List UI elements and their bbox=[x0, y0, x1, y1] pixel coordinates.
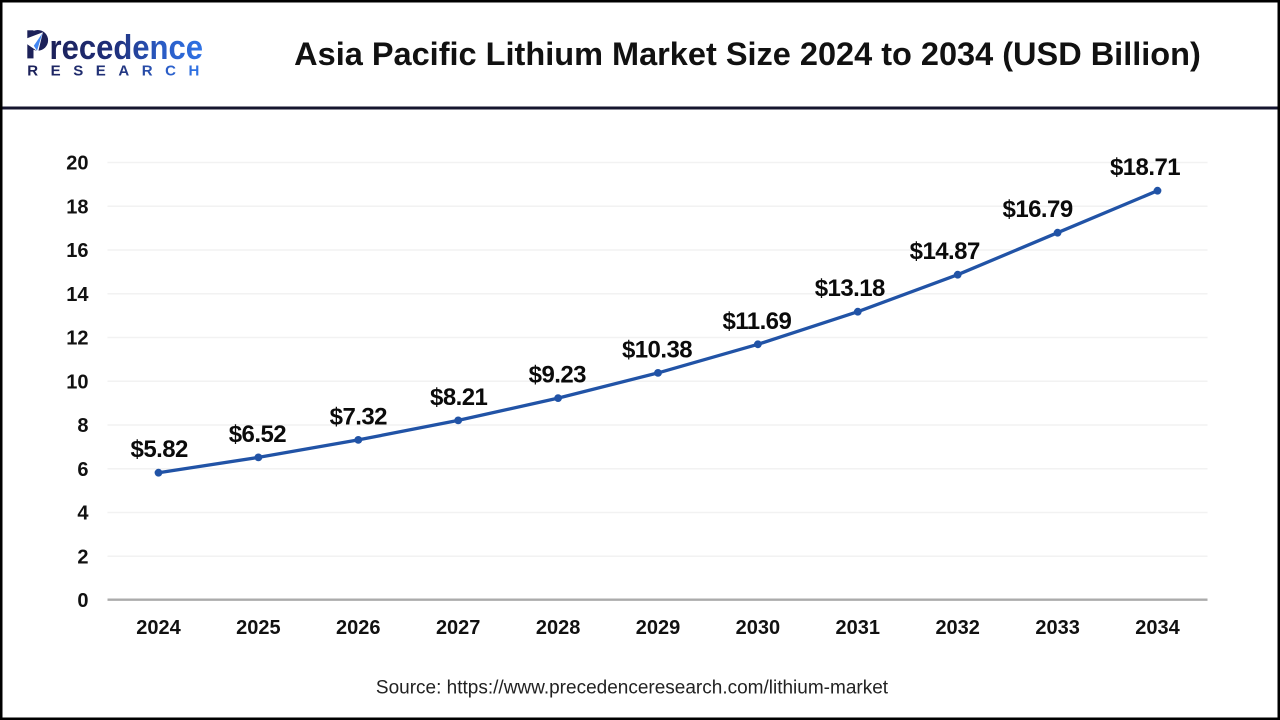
svg-text:$18.71: $18.71 bbox=[1110, 154, 1180, 181]
svg-text:18: 18 bbox=[66, 196, 88, 218]
svg-text:12: 12 bbox=[66, 328, 88, 350]
svg-text:$5.82: $5.82 bbox=[131, 436, 189, 463]
svg-text:0: 0 bbox=[77, 590, 88, 612]
svg-text:$7.32: $7.32 bbox=[330, 403, 388, 430]
svg-text:2: 2 bbox=[77, 546, 88, 568]
svg-text:$9.23: $9.23 bbox=[529, 362, 587, 389]
svg-text:2029: 2029 bbox=[636, 617, 681, 639]
svg-text:2028: 2028 bbox=[536, 617, 581, 639]
svg-text:2026: 2026 bbox=[336, 617, 381, 639]
svg-text:$14.87: $14.87 bbox=[910, 238, 980, 265]
svg-text:$16.79: $16.79 bbox=[1003, 196, 1073, 223]
svg-text:$6.52: $6.52 bbox=[229, 421, 287, 448]
svg-text:2033: 2033 bbox=[1035, 617, 1080, 639]
svg-text:2027: 2027 bbox=[436, 617, 481, 639]
svg-text:Asia Pacific Lithium Market Si: Asia Pacific Lithium Market Size 2024 to… bbox=[294, 36, 1201, 72]
svg-text:$10.38: $10.38 bbox=[622, 336, 692, 363]
svg-text:Source: https://www.precedence: Source: https://www.precedenceresearch.c… bbox=[376, 678, 889, 699]
svg-text:4: 4 bbox=[77, 503, 89, 525]
svg-text:10: 10 bbox=[66, 371, 88, 393]
svg-text:$11.69: $11.69 bbox=[723, 308, 792, 335]
svg-text:2025: 2025 bbox=[236, 617, 281, 639]
svg-text:6: 6 bbox=[77, 459, 88, 481]
svg-text:2032: 2032 bbox=[935, 617, 980, 639]
svg-text:20: 20 bbox=[66, 153, 88, 175]
svg-text:2034: 2034 bbox=[1135, 617, 1180, 639]
svg-text:recedence: recedence bbox=[50, 29, 204, 67]
svg-text:2024: 2024 bbox=[136, 617, 181, 639]
svg-text:2030: 2030 bbox=[736, 617, 781, 639]
svg-text:$8.21: $8.21 bbox=[430, 384, 488, 411]
svg-text:16: 16 bbox=[66, 240, 88, 262]
svg-text:14: 14 bbox=[66, 284, 89, 306]
svg-text:2031: 2031 bbox=[836, 617, 881, 639]
svg-text:8: 8 bbox=[77, 415, 88, 437]
svg-text:$13.18: $13.18 bbox=[815, 275, 885, 302]
